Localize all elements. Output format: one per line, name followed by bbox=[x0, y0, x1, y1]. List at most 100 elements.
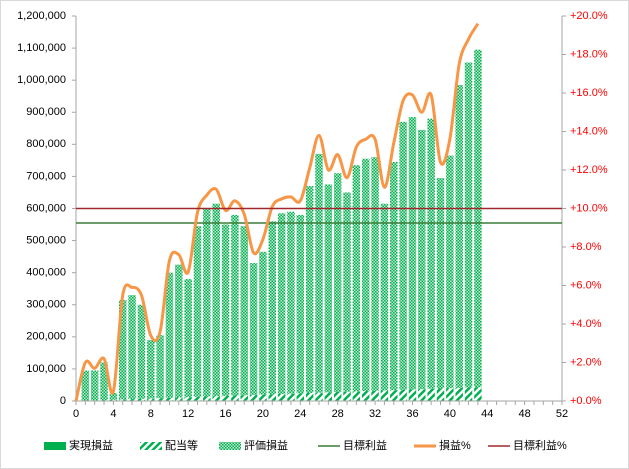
bar-segment bbox=[90, 370, 99, 401]
bar-segment bbox=[464, 62, 473, 388]
bar-segment bbox=[343, 391, 351, 401]
bar-segment bbox=[277, 393, 286, 401]
y-tick-label: 700,000 bbox=[26, 170, 66, 182]
bar-segment bbox=[175, 264, 183, 398]
bar-segment bbox=[427, 118, 435, 389]
x-tick-label: 8 bbox=[148, 408, 154, 420]
x-tick-label: 32 bbox=[369, 408, 381, 420]
bar-segment bbox=[464, 387, 473, 401]
bar-segment bbox=[371, 157, 379, 391]
bar-segment bbox=[118, 399, 127, 401]
x-tick-label: 20 bbox=[257, 408, 269, 420]
x-tick-label: 44 bbox=[481, 408, 493, 420]
bar-segment bbox=[399, 389, 407, 401]
bar-segment bbox=[147, 340, 155, 399]
bar-segment bbox=[399, 121, 407, 390]
bar-segment bbox=[277, 213, 286, 394]
y-tick-label: 300,000 bbox=[26, 299, 66, 311]
bar-segment bbox=[390, 161, 398, 391]
bar-segment bbox=[259, 394, 267, 401]
y-tick-label: 200,000 bbox=[26, 331, 66, 343]
bar-segment bbox=[474, 387, 482, 401]
legend-label: 実現損益 bbox=[69, 438, 113, 452]
y-tick-label: 400,000 bbox=[26, 267, 66, 279]
bar-segment bbox=[184, 279, 192, 398]
bar-segment bbox=[305, 186, 314, 393]
bar-segment bbox=[193, 226, 202, 397]
bar-segment bbox=[455, 387, 463, 401]
legend: 実現損益 配当等 評価損益 目標利益 損益% 目標利益% bbox=[44, 438, 567, 452]
y2-tick-label: +20.0% bbox=[570, 10, 608, 22]
bar-segment bbox=[100, 362, 108, 401]
y2-tick-label: +4.0% bbox=[570, 318, 602, 330]
x-tick-label: 0 bbox=[73, 408, 79, 420]
pnl-line bbox=[74, 22, 480, 402]
bar-segment bbox=[203, 396, 211, 401]
bar-segment bbox=[380, 203, 389, 391]
bar-segment bbox=[240, 395, 248, 401]
y2-tick-label: +6.0% bbox=[570, 279, 602, 291]
bar-segment bbox=[436, 388, 445, 401]
bar-segment bbox=[268, 394, 277, 401]
y2-tick-label: +0.0% bbox=[570, 395, 602, 407]
bar-segment bbox=[137, 398, 146, 401]
bar-segment bbox=[109, 399, 118, 401]
legend-label: 目標利益 bbox=[343, 438, 387, 452]
y2-tick-label: +18.0% bbox=[570, 48, 608, 60]
bar-segment bbox=[128, 399, 136, 401]
bar-segment bbox=[137, 304, 146, 399]
bar-segment bbox=[240, 226, 248, 396]
bar-segment bbox=[268, 221, 277, 395]
y-tick-label: 1,200,000 bbox=[17, 10, 66, 22]
bar-segment bbox=[305, 392, 314, 401]
bar-segment bbox=[259, 251, 267, 395]
bar-segment bbox=[165, 397, 174, 401]
bar-segment bbox=[408, 389, 417, 401]
y-tick-label: 600,000 bbox=[26, 202, 66, 214]
bar-segment bbox=[324, 184, 333, 393]
bar-segment bbox=[175, 397, 183, 401]
bar-segment bbox=[418, 389, 426, 401]
x-tick-label: 24 bbox=[294, 408, 306, 420]
bar-segment bbox=[390, 390, 398, 401]
bar-segment bbox=[165, 272, 174, 398]
y-tick-label: 800,000 bbox=[26, 138, 66, 150]
bar-segment bbox=[418, 129, 426, 390]
bar-segment bbox=[333, 173, 342, 393]
y-tick-label: 1,000,000 bbox=[17, 74, 66, 86]
x-tick-label: 16 bbox=[219, 408, 231, 420]
y2-tick-label: +14.0% bbox=[570, 125, 608, 137]
bar-segment bbox=[156, 398, 164, 401]
legend-swatch bbox=[219, 442, 241, 450]
bar-segment bbox=[109, 392, 118, 400]
bar-segment bbox=[324, 392, 333, 401]
bar-segment bbox=[212, 396, 220, 401]
x-tick-label: 52 bbox=[556, 408, 568, 420]
bar-segment bbox=[446, 155, 454, 389]
bar-segment bbox=[352, 391, 361, 401]
bar-segment bbox=[231, 214, 239, 396]
bar-segment bbox=[361, 158, 370, 392]
bar-segment bbox=[81, 370, 90, 401]
legend-swatch bbox=[140, 442, 162, 450]
bar-segment bbox=[315, 392, 323, 401]
bar-segment bbox=[156, 335, 164, 399]
x-tick-label: 40 bbox=[444, 408, 456, 420]
bar-segment bbox=[446, 388, 454, 401]
bar-segment bbox=[184, 397, 192, 401]
bar-segment bbox=[193, 396, 202, 401]
legend-label: 損益% bbox=[439, 438, 471, 452]
bar-segment bbox=[221, 224, 230, 396]
bar-segment bbox=[436, 178, 445, 389]
bar-segment bbox=[287, 393, 295, 401]
y-tick-label: 900,000 bbox=[26, 106, 66, 118]
y2-tick-label: +8.0% bbox=[570, 241, 602, 253]
x-tick-label: 4 bbox=[110, 408, 116, 420]
bar-segment bbox=[408, 117, 417, 390]
bar-segment bbox=[352, 165, 361, 392]
bar-segment bbox=[118, 299, 127, 400]
bar-segment bbox=[249, 394, 258, 401]
x-tick-label: 28 bbox=[332, 408, 344, 420]
bar-segment bbox=[380, 390, 389, 401]
bar-segment bbox=[203, 208, 211, 397]
